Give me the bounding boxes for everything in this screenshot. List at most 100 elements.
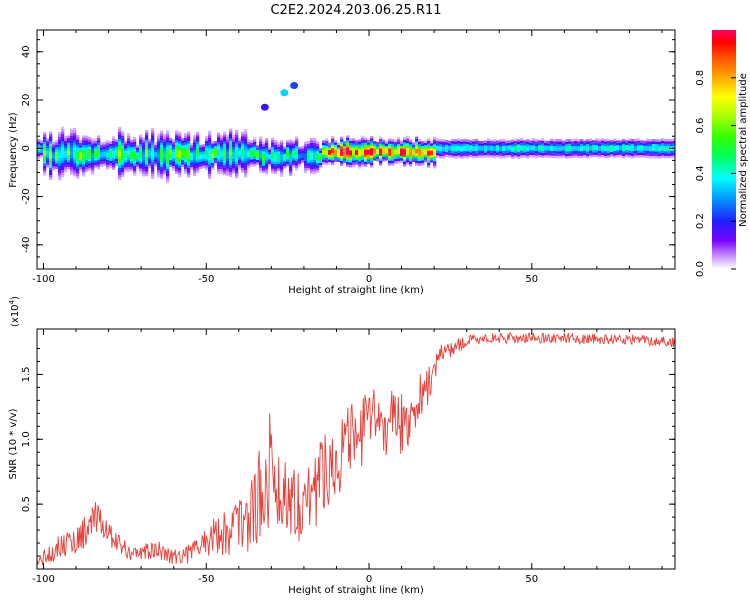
heatmap-cell	[328, 149, 332, 153]
heatmap-cell	[358, 158, 362, 162]
heatmap-cell	[412, 157, 416, 160]
heatmap-cell	[379, 148, 383, 151]
heatmap-cell	[463, 150, 467, 154]
heatmap-cell	[589, 138, 593, 141]
heatmap-cell	[307, 153, 311, 156]
heatmap-cell	[148, 158, 152, 161]
heatmap-cell	[115, 158, 119, 162]
heatmap-cell	[151, 142, 155, 146]
heatmap-cell	[304, 151, 308, 154]
heatmap-cell	[655, 151, 659, 154]
heatmap-cell	[304, 163, 308, 166]
heatmap-cell	[265, 159, 269, 163]
heatmap-cell	[454, 146, 458, 149]
heatmap-cell	[235, 151, 239, 155]
heatmap-cell	[217, 135, 221, 138]
heatmap-cell	[61, 157, 65, 161]
heatmap-cell	[181, 140, 185, 143]
heatmap-cell	[49, 131, 53, 134]
heatmap-cell	[67, 145, 71, 148]
heatmap-cell	[202, 148, 206, 152]
heatmap-cell	[619, 142, 623, 146]
heatmap-cell	[286, 142, 290, 145]
heatmap-cell	[280, 155, 284, 158]
heatmap-cell	[70, 148, 74, 151]
heatmap-cell	[163, 165, 167, 168]
heatmap-cell	[445, 144, 449, 148]
heatmap-cell	[118, 155, 122, 159]
heatmap-cell	[169, 147, 173, 151]
heatmap-cell	[283, 146, 287, 150]
heatmap-cell	[454, 144, 458, 147]
heatmap-cell	[433, 144, 437, 147]
heatmap-cell	[268, 161, 272, 165]
heatmap-cell	[121, 157, 125, 161]
heatmap-cell	[151, 171, 155, 175]
heatmap-cell	[625, 140, 629, 143]
heatmap-cell	[193, 171, 197, 174]
heatmap-cell	[292, 162, 296, 166]
heatmap-cell	[208, 140, 212, 143]
heatmap-cell	[577, 141, 581, 144]
heatmap-cell	[337, 142, 341, 146]
heatmap-cell	[178, 136, 182, 139]
heatmap-cell	[145, 130, 149, 133]
heatmap-cell	[205, 152, 209, 156]
heatmap-cell	[250, 145, 254, 148]
heatmap-cell	[190, 162, 194, 165]
heatmap-cell	[238, 160, 242, 163]
heatmap-cell	[133, 156, 137, 159]
heatmap-cell	[427, 153, 431, 156]
heatmap-cell	[292, 143, 296, 146]
heatmap-cell	[73, 156, 77, 160]
heatmap-cell	[415, 148, 419, 152]
heatmap-cell	[316, 155, 320, 159]
heatmap-cell	[322, 159, 326, 163]
heatmap-cell	[160, 142, 164, 146]
heatmap-cell	[79, 154, 83, 158]
heatmap-cell	[592, 149, 596, 153]
heatmap-cell	[46, 155, 50, 158]
heatmap-cell	[397, 139, 401, 142]
heatmap-cell	[562, 148, 566, 151]
heatmap-cell	[241, 151, 245, 154]
heatmap-cell	[481, 140, 485, 144]
heatmap-cell	[121, 174, 125, 177]
heatmap-cell	[130, 139, 134, 143]
heatmap-cell	[349, 145, 353, 149]
heatmap-cell	[286, 149, 290, 153]
heatmap-cell	[595, 154, 599, 158]
heatmap-cell	[634, 153, 638, 156]
heatmap-cell	[76, 135, 80, 138]
heatmap-cell	[451, 138, 455, 142]
heatmap-cell	[151, 152, 155, 155]
heatmap-cell	[598, 155, 602, 159]
heatmap-cell	[607, 138, 611, 142]
heatmap-cell	[331, 150, 335, 154]
heatmap-cell	[430, 157, 434, 161]
heatmap-cell	[148, 165, 152, 169]
heatmap-cell	[61, 128, 65, 132]
heatmap-cell	[175, 164, 179, 167]
heatmap-cell	[499, 146, 503, 149]
heatmap-cell	[241, 160, 245, 164]
heatmap-cell	[625, 142, 629, 145]
heatmap-cell	[517, 144, 521, 147]
heatmap-cell	[124, 143, 128, 146]
heatmap-cell	[130, 168, 134, 172]
heatmap-cell	[160, 154, 164, 158]
heatmap-cell	[370, 150, 374, 153]
heatmap-cell	[280, 147, 284, 151]
heatmap-cell	[355, 154, 359, 158]
heatmap-cell	[187, 145, 191, 149]
heatmap-cell	[289, 166, 293, 169]
heatmap-cell	[586, 148, 590, 152]
heatmap-cell	[334, 147, 338, 150]
heatmap-cell	[211, 167, 215, 171]
heatmap-cell	[388, 163, 392, 166]
heatmap-cell	[64, 157, 68, 161]
heatmap-cell	[394, 161, 398, 164]
heatmap-cell	[130, 142, 134, 145]
heatmap-cell	[262, 163, 266, 166]
heatmap-cell	[235, 144, 239, 147]
